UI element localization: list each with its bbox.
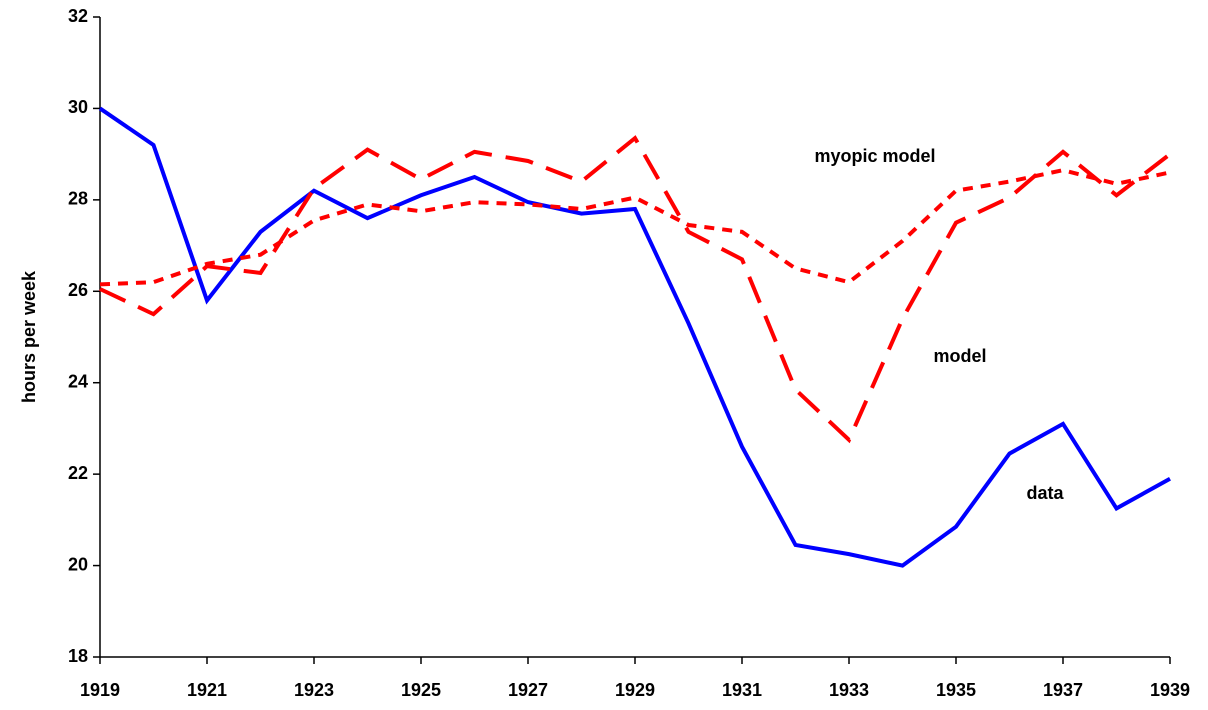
series-label: data [1026, 483, 1064, 503]
y-tick-label: 20 [68, 554, 88, 574]
y-tick-label: 30 [68, 97, 88, 117]
y-tick-label: 22 [68, 463, 88, 483]
y-tick-label: 26 [68, 280, 88, 300]
series-line [99, 168, 1171, 287]
y-tick-label: 28 [68, 189, 88, 209]
y-tick-label: 24 [68, 371, 88, 391]
series-label: model [933, 346, 986, 366]
x-tick-label: 1921 [187, 680, 227, 700]
x-tick-label: 1919 [80, 680, 120, 700]
x-tick-label: 1929 [615, 680, 655, 700]
x-tick-label: 1939 [1150, 680, 1190, 700]
x-tick-label: 1923 [294, 680, 334, 700]
x-tick-label: 1927 [508, 680, 548, 700]
x-tick-label: 1931 [722, 680, 762, 700]
x-tick-label: 1933 [829, 680, 869, 700]
x-tick-label: 1935 [936, 680, 976, 700]
y-tick-label: 18 [68, 646, 88, 666]
y-axis-label: hours per week [19, 270, 39, 403]
series-line [98, 106, 1171, 568]
x-tick-label: 1937 [1043, 680, 1083, 700]
y-tick-label: 32 [68, 6, 88, 26]
series-line [99, 135, 1172, 444]
series-label: myopic model [814, 146, 935, 166]
x-tick-label: 1925 [401, 680, 441, 700]
